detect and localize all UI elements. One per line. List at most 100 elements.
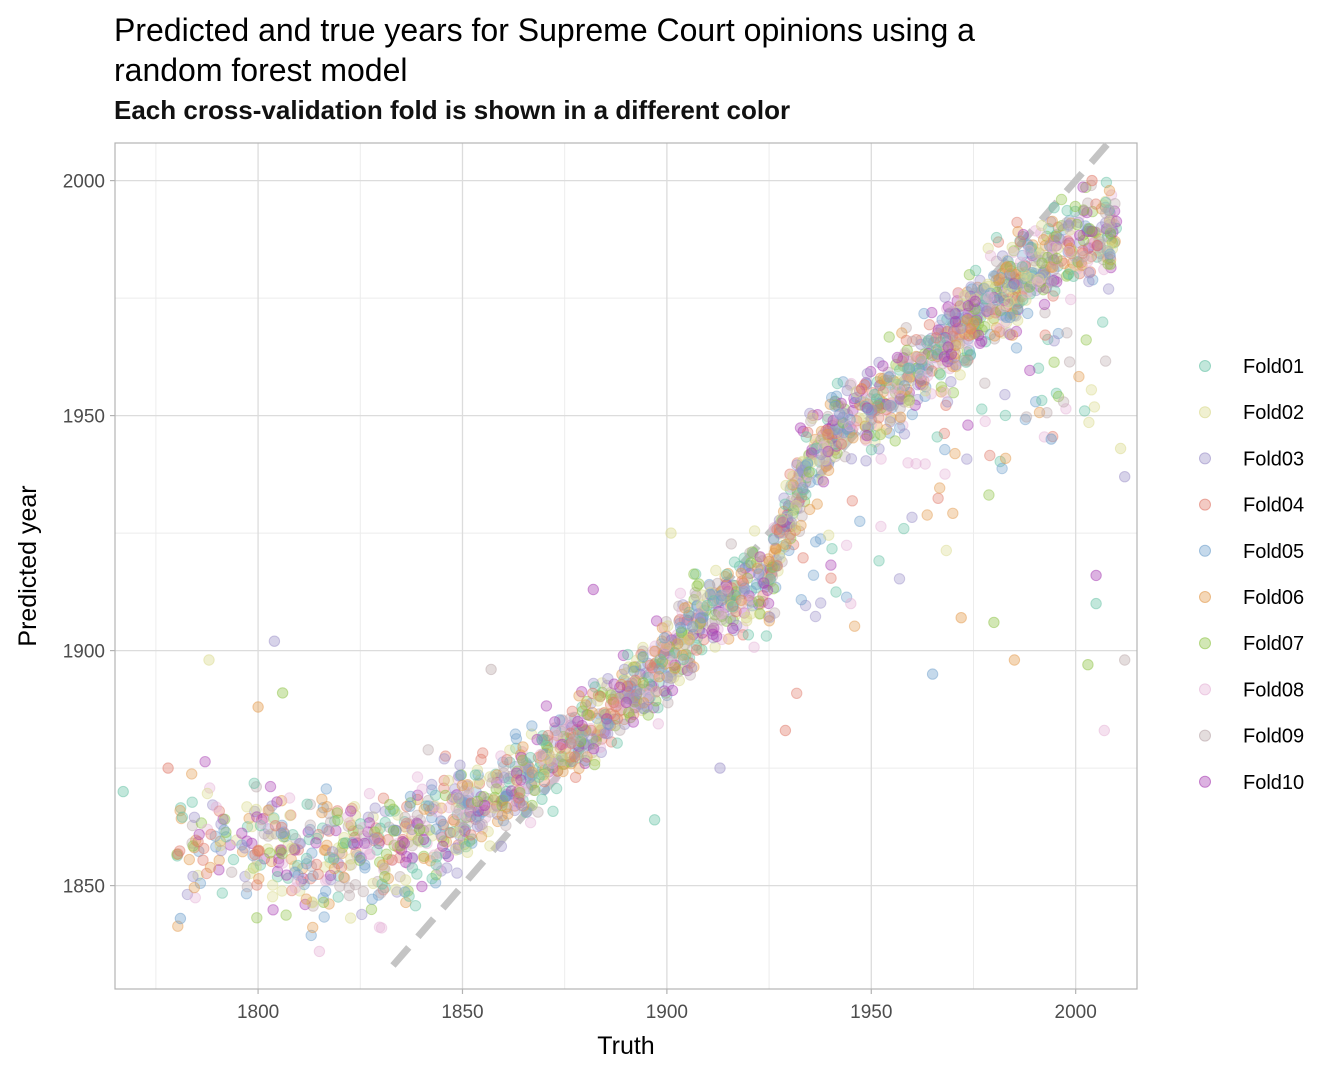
data-point xyxy=(1104,227,1117,240)
data-point xyxy=(559,724,571,736)
data-point xyxy=(560,743,572,755)
data-point xyxy=(690,644,703,656)
data-point xyxy=(1052,239,1064,251)
data-point xyxy=(1063,237,1075,249)
data-point xyxy=(716,586,728,598)
data-point xyxy=(930,332,942,344)
data-point xyxy=(476,818,488,831)
data-point xyxy=(763,572,775,585)
data-point xyxy=(1062,269,1074,281)
data-point xyxy=(802,456,814,468)
data-point xyxy=(416,783,428,795)
data-point xyxy=(539,763,551,776)
data-point xyxy=(954,369,966,381)
data-point xyxy=(905,374,917,387)
data-point xyxy=(952,340,964,352)
data-point xyxy=(730,590,742,603)
data-point xyxy=(961,346,973,358)
data-point xyxy=(690,639,702,651)
data-point xyxy=(558,754,570,767)
data-point xyxy=(951,333,964,346)
data-point xyxy=(656,656,669,668)
data-point xyxy=(846,495,858,507)
data-point xyxy=(304,798,316,811)
data-point xyxy=(1025,245,1037,258)
data-point xyxy=(950,360,962,373)
data-point xyxy=(822,426,834,438)
data-point xyxy=(948,344,960,356)
data-point xyxy=(576,733,588,746)
data-point xyxy=(634,688,646,700)
data-point xyxy=(437,840,449,852)
data-point xyxy=(244,867,256,880)
data-point xyxy=(829,423,841,435)
data-point xyxy=(665,666,677,678)
data-point xyxy=(604,698,617,711)
legend-label: Fold01 xyxy=(1243,356,1304,378)
data-point xyxy=(1002,327,1015,339)
data-point xyxy=(796,465,809,477)
data-point xyxy=(1094,236,1106,248)
data-point xyxy=(354,818,367,830)
data-point xyxy=(1091,239,1103,252)
data-point xyxy=(1012,314,1024,327)
data-point xyxy=(653,671,665,683)
data-point xyxy=(845,453,858,465)
data-point xyxy=(349,879,362,891)
data-point xyxy=(292,844,304,856)
data-point xyxy=(1013,297,1025,309)
data-point xyxy=(252,701,264,713)
data-point xyxy=(379,870,391,883)
data-point xyxy=(454,821,466,833)
data-point xyxy=(891,351,904,364)
data-point xyxy=(934,482,946,494)
data-point xyxy=(768,607,781,619)
data-point xyxy=(823,428,835,440)
data-point xyxy=(729,609,741,622)
data-point xyxy=(1029,225,1042,237)
data-point xyxy=(865,365,877,378)
data-point xyxy=(377,859,389,871)
data-point xyxy=(1007,246,1020,259)
data-point xyxy=(1081,225,1094,238)
data-point xyxy=(217,813,229,825)
data-point xyxy=(447,813,459,826)
data-point xyxy=(720,568,733,581)
data-point xyxy=(732,588,744,600)
data-point xyxy=(500,819,512,832)
data-point xyxy=(557,765,569,778)
data-point xyxy=(475,753,487,766)
data-point xyxy=(1102,204,1114,216)
data-point xyxy=(379,805,391,817)
data-point xyxy=(984,287,997,299)
data-point xyxy=(794,422,807,434)
data-point xyxy=(976,335,988,347)
data-point xyxy=(320,844,332,856)
data-point xyxy=(973,302,985,314)
data-point xyxy=(978,283,990,295)
data-point xyxy=(691,580,703,592)
data-point xyxy=(484,771,496,783)
data-point xyxy=(1046,249,1058,261)
data-point xyxy=(900,334,912,347)
data-point xyxy=(692,608,704,620)
data-point xyxy=(488,794,500,806)
data-point xyxy=(767,533,780,545)
data-point xyxy=(847,405,859,417)
data-point xyxy=(1006,281,1018,293)
data-point xyxy=(602,673,614,685)
data-point xyxy=(274,844,286,856)
data-point xyxy=(520,772,532,784)
data-point xyxy=(1039,269,1052,281)
data-point xyxy=(1052,390,1065,403)
data-point xyxy=(962,333,974,345)
data-point xyxy=(716,633,728,646)
data-point xyxy=(755,564,767,576)
data-point xyxy=(830,399,842,411)
data-point xyxy=(791,503,803,515)
data-point xyxy=(977,293,989,305)
data-point xyxy=(491,800,503,812)
data-point xyxy=(683,609,695,621)
data-point xyxy=(896,382,908,395)
